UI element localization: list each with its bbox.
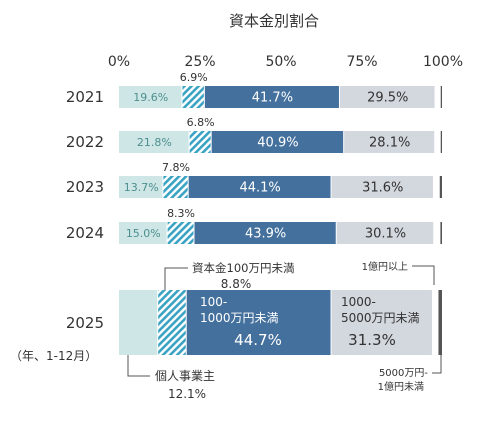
annotation-between-label-line1: 5000万円- [379,368,428,379]
bar-segment [119,290,158,355]
bar-segment [211,131,344,153]
annotation-mid-label-line1: 100- [200,295,227,309]
bar-segment [435,131,440,153]
data-label: 44.1% [239,181,280,196]
x-tick-label: 50% [265,54,296,70]
data-label: 15.0% [126,227,161,240]
y-category-label: 2021 [66,88,104,106]
bar-segment [433,176,439,198]
annotations-2025: 資本金100万円未満 8.8% 個人事業主 12.1% 100- 1000万円未… [127,260,442,401]
annotation-capital-under-100-value: 8.8% [221,277,252,291]
y-category-label: 2024 [66,224,104,242]
data-label: 19.6% [133,91,168,104]
annotation-upper-value: 31.3% [348,331,396,349]
bar-segment [188,176,331,198]
y-category-label: 2022 [66,133,104,151]
bar-segment [119,222,167,244]
bar-segment [434,222,440,244]
chart-title: 資本金別割合 [229,12,319,30]
annotation-sole-proprietor-value: 12.1% [168,387,206,401]
bar-segment [344,131,435,153]
bar-segment [339,86,435,108]
x-axis: 0% 25% 50% 75% 100% [108,54,463,70]
data-label: 31.6% [362,181,403,196]
annotation-capital-under-100: 資本金100万円未満 [192,261,294,275]
bar-segment [167,222,194,244]
bar-segment [331,176,433,198]
y-category-label: 2023 [66,178,104,196]
data-label: 6.9% [180,71,208,84]
x-tick-label: 25% [184,54,215,70]
bar-segment [440,86,442,108]
data-label: 30.1% [365,227,406,242]
annotation-sole-proprietor: 個人事業主 [155,369,215,383]
bar-segment [336,222,434,244]
bar-segment [163,176,188,198]
bar-row-2025 [119,290,442,355]
bar-segment [119,86,182,108]
y-category-label: 2025 [66,314,104,332]
bar-row-2023: 13.7%7.8% 44.1% 31.6% [119,161,442,198]
bar-row-2021: 19.6% 6.9% 41.7% 29.5% [119,71,442,108]
bar-segment [432,290,438,355]
bar-segment [440,131,442,153]
y-axis: 2021 2022 2023 2024 2025 [66,88,104,332]
bar-segment [158,290,186,355]
annotation-mid-label-line2: 1000万円未満 [200,311,279,325]
bars-area: 19.6% 6.9% 41.7% 29.5% 21.8% 6.8% 40.9% 28.1% 13… [119,71,442,355]
bar-row-2024: 15.0% 8.3% 43.9% 30.1% [119,207,442,244]
x-tick-label: 75% [346,54,377,70]
data-label: 40.9% [257,136,298,151]
annotation-mid-value: 44.7% [234,331,282,349]
bar-segment [438,290,442,355]
data-label: 13.7% [124,181,159,194]
data-label: 41.7% [252,91,293,106]
data-label: 29.5% [367,91,408,106]
bar-segment [119,131,189,153]
bar-segment [186,290,331,355]
bar-segment [119,176,163,198]
data-label: 7.8% [162,161,190,174]
data-label: 8.3% [167,207,195,220]
bar-segment [435,86,440,108]
annotation-between-label-line2: 1億円未満 [378,380,424,393]
bar-row-2022: 21.8% 6.8% 40.9% 28.1% [119,116,442,153]
x-tick-label: 100% [423,54,463,70]
x-tick-label: 0% [108,54,130,70]
bar-segment [182,86,204,108]
bar-segment [189,131,211,153]
annotation-upper-label-line2: 5000万円未満 [341,311,420,325]
data-label: 43.9% [245,227,286,242]
data-label: 28.1% [369,136,410,151]
bar-segment [439,176,442,198]
bar-segment [194,222,336,244]
annotation-upper-label-line1: 1000- [341,295,376,309]
bar-segment [204,86,339,108]
data-label: 6.8% [187,116,215,129]
category-note: （年、1-12月） [10,349,97,363]
annotation-over-100m: 1億円以上 [362,260,408,273]
bar-segment [440,222,442,244]
data-label: 21.8% [137,136,172,149]
bar-segment [331,290,432,355]
